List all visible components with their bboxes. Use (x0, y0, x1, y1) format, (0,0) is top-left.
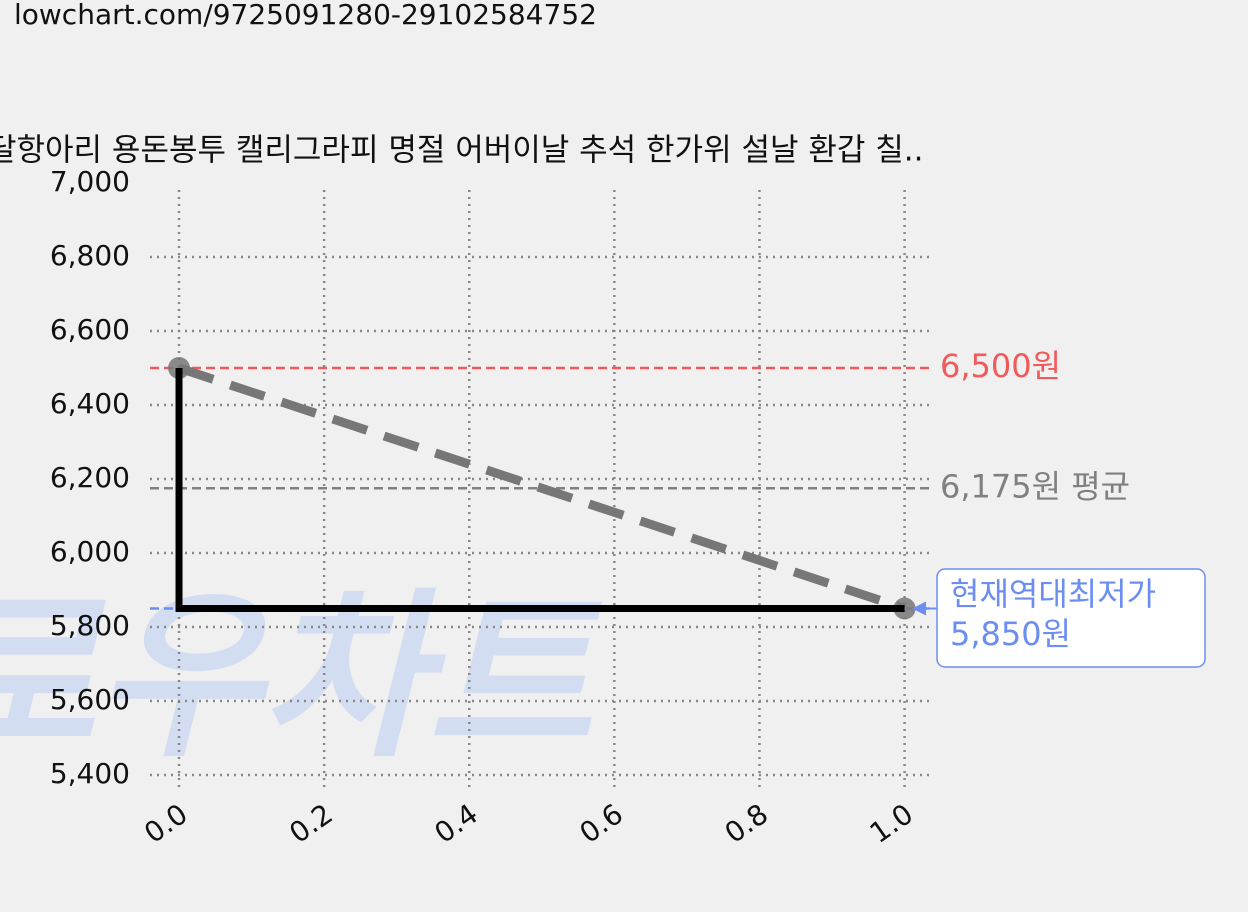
y-tick-label: 6,600 (50, 313, 130, 346)
watermark: 로우차트 (0, 573, 603, 782)
chart-title: 달항아리 용돈봉투 캘리그라피 명절 어버이날 추석 한가위 설날 환갑 칠.. (0, 133, 923, 169)
y-tick-label: 7,000 (50, 165, 130, 198)
line (175, 368, 905, 612)
line (177, 363, 906, 613)
background-layer: 로우차트 (0, 573, 603, 782)
y-tick-label: 6,800 (50, 239, 130, 272)
y-tick-label: 5,600 (50, 683, 130, 716)
annotation-arrowhead (912, 601, 926, 616)
y-tick-label: 6,000 (50, 535, 130, 568)
y-tick-label: 6,200 (50, 461, 130, 494)
y-tick-label: 5,800 (50, 609, 130, 642)
reference-label: 6,175원 평균 (940, 467, 1130, 505)
y-tick-label: 5,400 (50, 757, 130, 790)
url: lowchart.com/9725091280-29102584752 (14, 0, 597, 31)
annotation-label: 현재역대최저가 (950, 575, 1156, 613)
reference-label: 6,500원 (940, 347, 1061, 385)
annotation-label: 5,850원 (950, 615, 1071, 653)
annotation-box (936, 568, 1206, 668)
y-tick-label: 6,400 (50, 387, 130, 420)
